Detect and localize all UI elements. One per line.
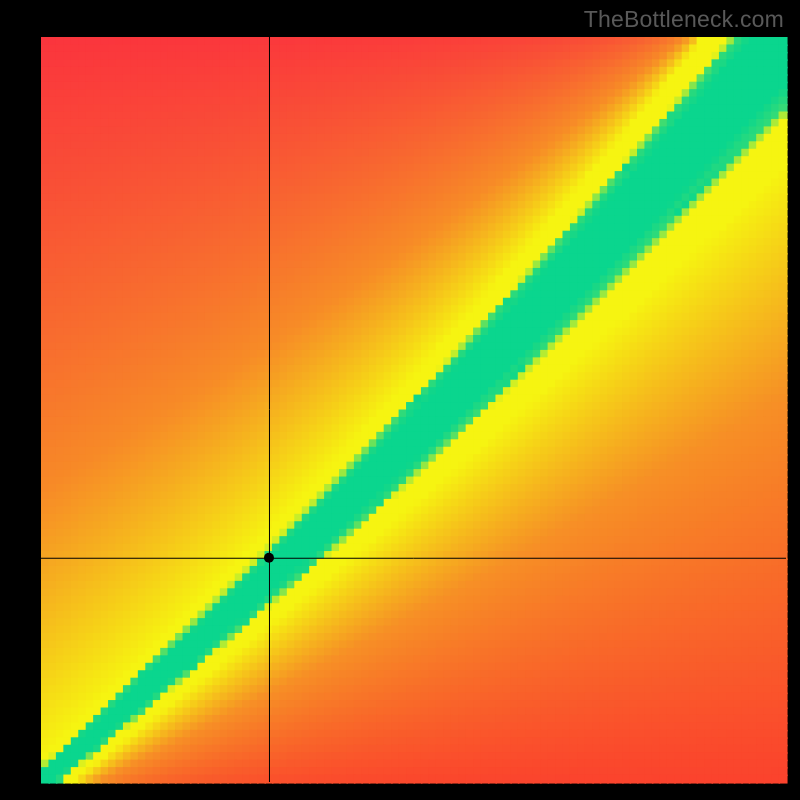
watermark-text: TheBottleneck.com xyxy=(584,6,784,33)
bottleneck-heatmap xyxy=(0,0,800,800)
